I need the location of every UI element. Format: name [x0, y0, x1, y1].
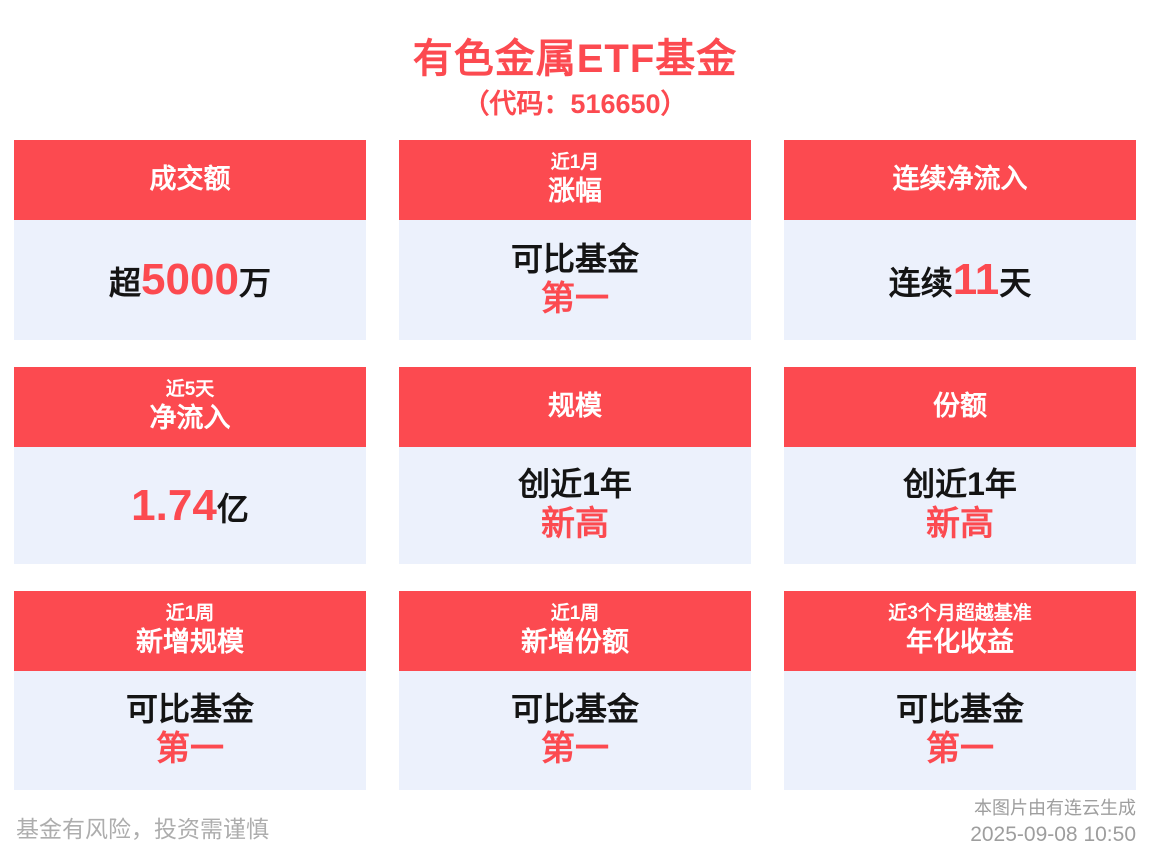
card-value-line2: 第一 [156, 730, 224, 769]
card-header-title: 份额 [933, 391, 987, 422]
page-title: 有色金属ETF基金 [412, 37, 738, 81]
card-header-period: 近1周 [165, 603, 215, 625]
card-five-day-net-inflow: 近5天 净流入 1.74亿 [14, 367, 366, 564]
kpi-card-grid: 成交额 超5000万 近1月 涨幅 可比基金 第一 连续净流入 连续11天 近5… [14, 140, 1136, 790]
card-one-week-new-shares-header: 近1周 新增份额 [399, 591, 751, 671]
card-value-line1: 可比基金 [510, 691, 639, 728]
card-shares-header: 份额 [784, 367, 1136, 447]
card-one-week-new-shares-body: 可比基金 第一 [399, 671, 751, 790]
value-prefix: 超 [109, 265, 142, 301]
card-five-day-net-inflow-header: 近5天 净流入 [14, 367, 366, 447]
card-header-period: 近1周 [550, 603, 600, 625]
value-suffix: 亿 [216, 490, 249, 527]
card-scale: 规模 创近1年 新高 [399, 367, 751, 564]
card-annualized-return-body: 可比基金 第一 [784, 671, 1136, 790]
generator-credit: 本图片由有连云生成 2025-09-08 10:50 [970, 797, 1136, 848]
card-header-title: 新增规模 [136, 627, 244, 657]
card-five-day-net-inflow-body: 1.74亿 [14, 447, 366, 564]
card-annualized-return-header: 近3个月超越基准 年化收益 [784, 591, 1136, 671]
card-value: 连续11天 [889, 258, 1032, 302]
card-value-line1: 创近1年 [903, 466, 1017, 503]
card-one-month-gain: 近1月 涨幅 可比基金 第一 [399, 140, 751, 340]
card-header-title: 连续净流入 [892, 164, 1028, 195]
card-value-line1: 可比基金 [125, 691, 254, 728]
card-annualized-return: 近3个月超越基准 年化收益 可比基金 第一 [784, 591, 1136, 790]
card-one-week-new-shares: 近1周 新增份额 可比基金 第一 [399, 591, 751, 790]
card-one-month-gain-header: 近1月 涨幅 [399, 140, 751, 220]
card-consecutive-net-inflow-body: 连续11天 [784, 220, 1136, 340]
card-one-week-new-scale-body: 可比基金 第一 [14, 671, 366, 790]
risk-disclaimer: 基金有风险，投资需谨慎 [16, 816, 269, 842]
card-scale-header: 规模 [399, 367, 751, 447]
card-value-line2: 第一 [926, 730, 994, 769]
card-one-week-new-scale: 近1周 新增规模 可比基金 第一 [14, 591, 366, 790]
value-suffix: 天 [999, 265, 1032, 301]
card-header-title: 净流入 [149, 403, 231, 433]
card-header-title: 成交额 [149, 164, 231, 195]
card-header-title: 年化收益 [906, 627, 1014, 657]
card-turnover: 成交额 超5000万 [14, 140, 366, 340]
card-value-line1: 可比基金 [510, 240, 639, 277]
card-turnover-header: 成交额 [14, 140, 366, 220]
card-value-line1: 创近1年 [518, 466, 632, 503]
card-header-period: 近3个月超越基准 [888, 603, 1032, 625]
card-value-line2: 新高 [541, 505, 609, 544]
card-turnover-body: 超5000万 [14, 220, 366, 340]
fund-code-subtitle: （代码：516650） [462, 89, 688, 119]
value-highlight: 5000 [141, 255, 239, 304]
card-value-line2: 第一 [541, 279, 609, 318]
value-highlight: 11 [952, 255, 1000, 304]
card-consecutive-net-inflow-header: 连续净流入 [784, 140, 1136, 220]
card-value: 超5000万 [109, 258, 271, 302]
value-highlight: 1.74 [131, 480, 217, 530]
card-value: 1.74亿 [131, 480, 249, 530]
value-prefix: 连续 [888, 265, 953, 301]
card-header-title: 涨幅 [548, 176, 602, 206]
card-shares-body: 创近1年 新高 [784, 447, 1136, 564]
generated-timestamp: 2025-09-08 10:50 [970, 822, 1136, 846]
card-consecutive-net-inflow: 连续净流入 连续11天 [784, 140, 1136, 340]
card-header-period: 近1月 [550, 152, 600, 174]
card-header-title: 规模 [548, 391, 602, 422]
card-one-week-new-scale-header: 近1周 新增规模 [14, 591, 366, 671]
card-value-line2: 第一 [541, 730, 609, 769]
card-value-line1: 可比基金 [895, 691, 1024, 728]
card-header-title: 新增份额 [521, 627, 629, 657]
value-suffix: 万 [238, 265, 271, 301]
generator-credit-text: 本图片由有连云生成 [974, 798, 1136, 819]
card-one-month-gain-body: 可比基金 第一 [399, 220, 751, 340]
card-header-period: 近5天 [165, 379, 215, 401]
card-shares: 份额 创近1年 新高 [784, 367, 1136, 564]
card-scale-body: 创近1年 新高 [399, 447, 751, 564]
card-value-line2: 新高 [926, 505, 994, 544]
